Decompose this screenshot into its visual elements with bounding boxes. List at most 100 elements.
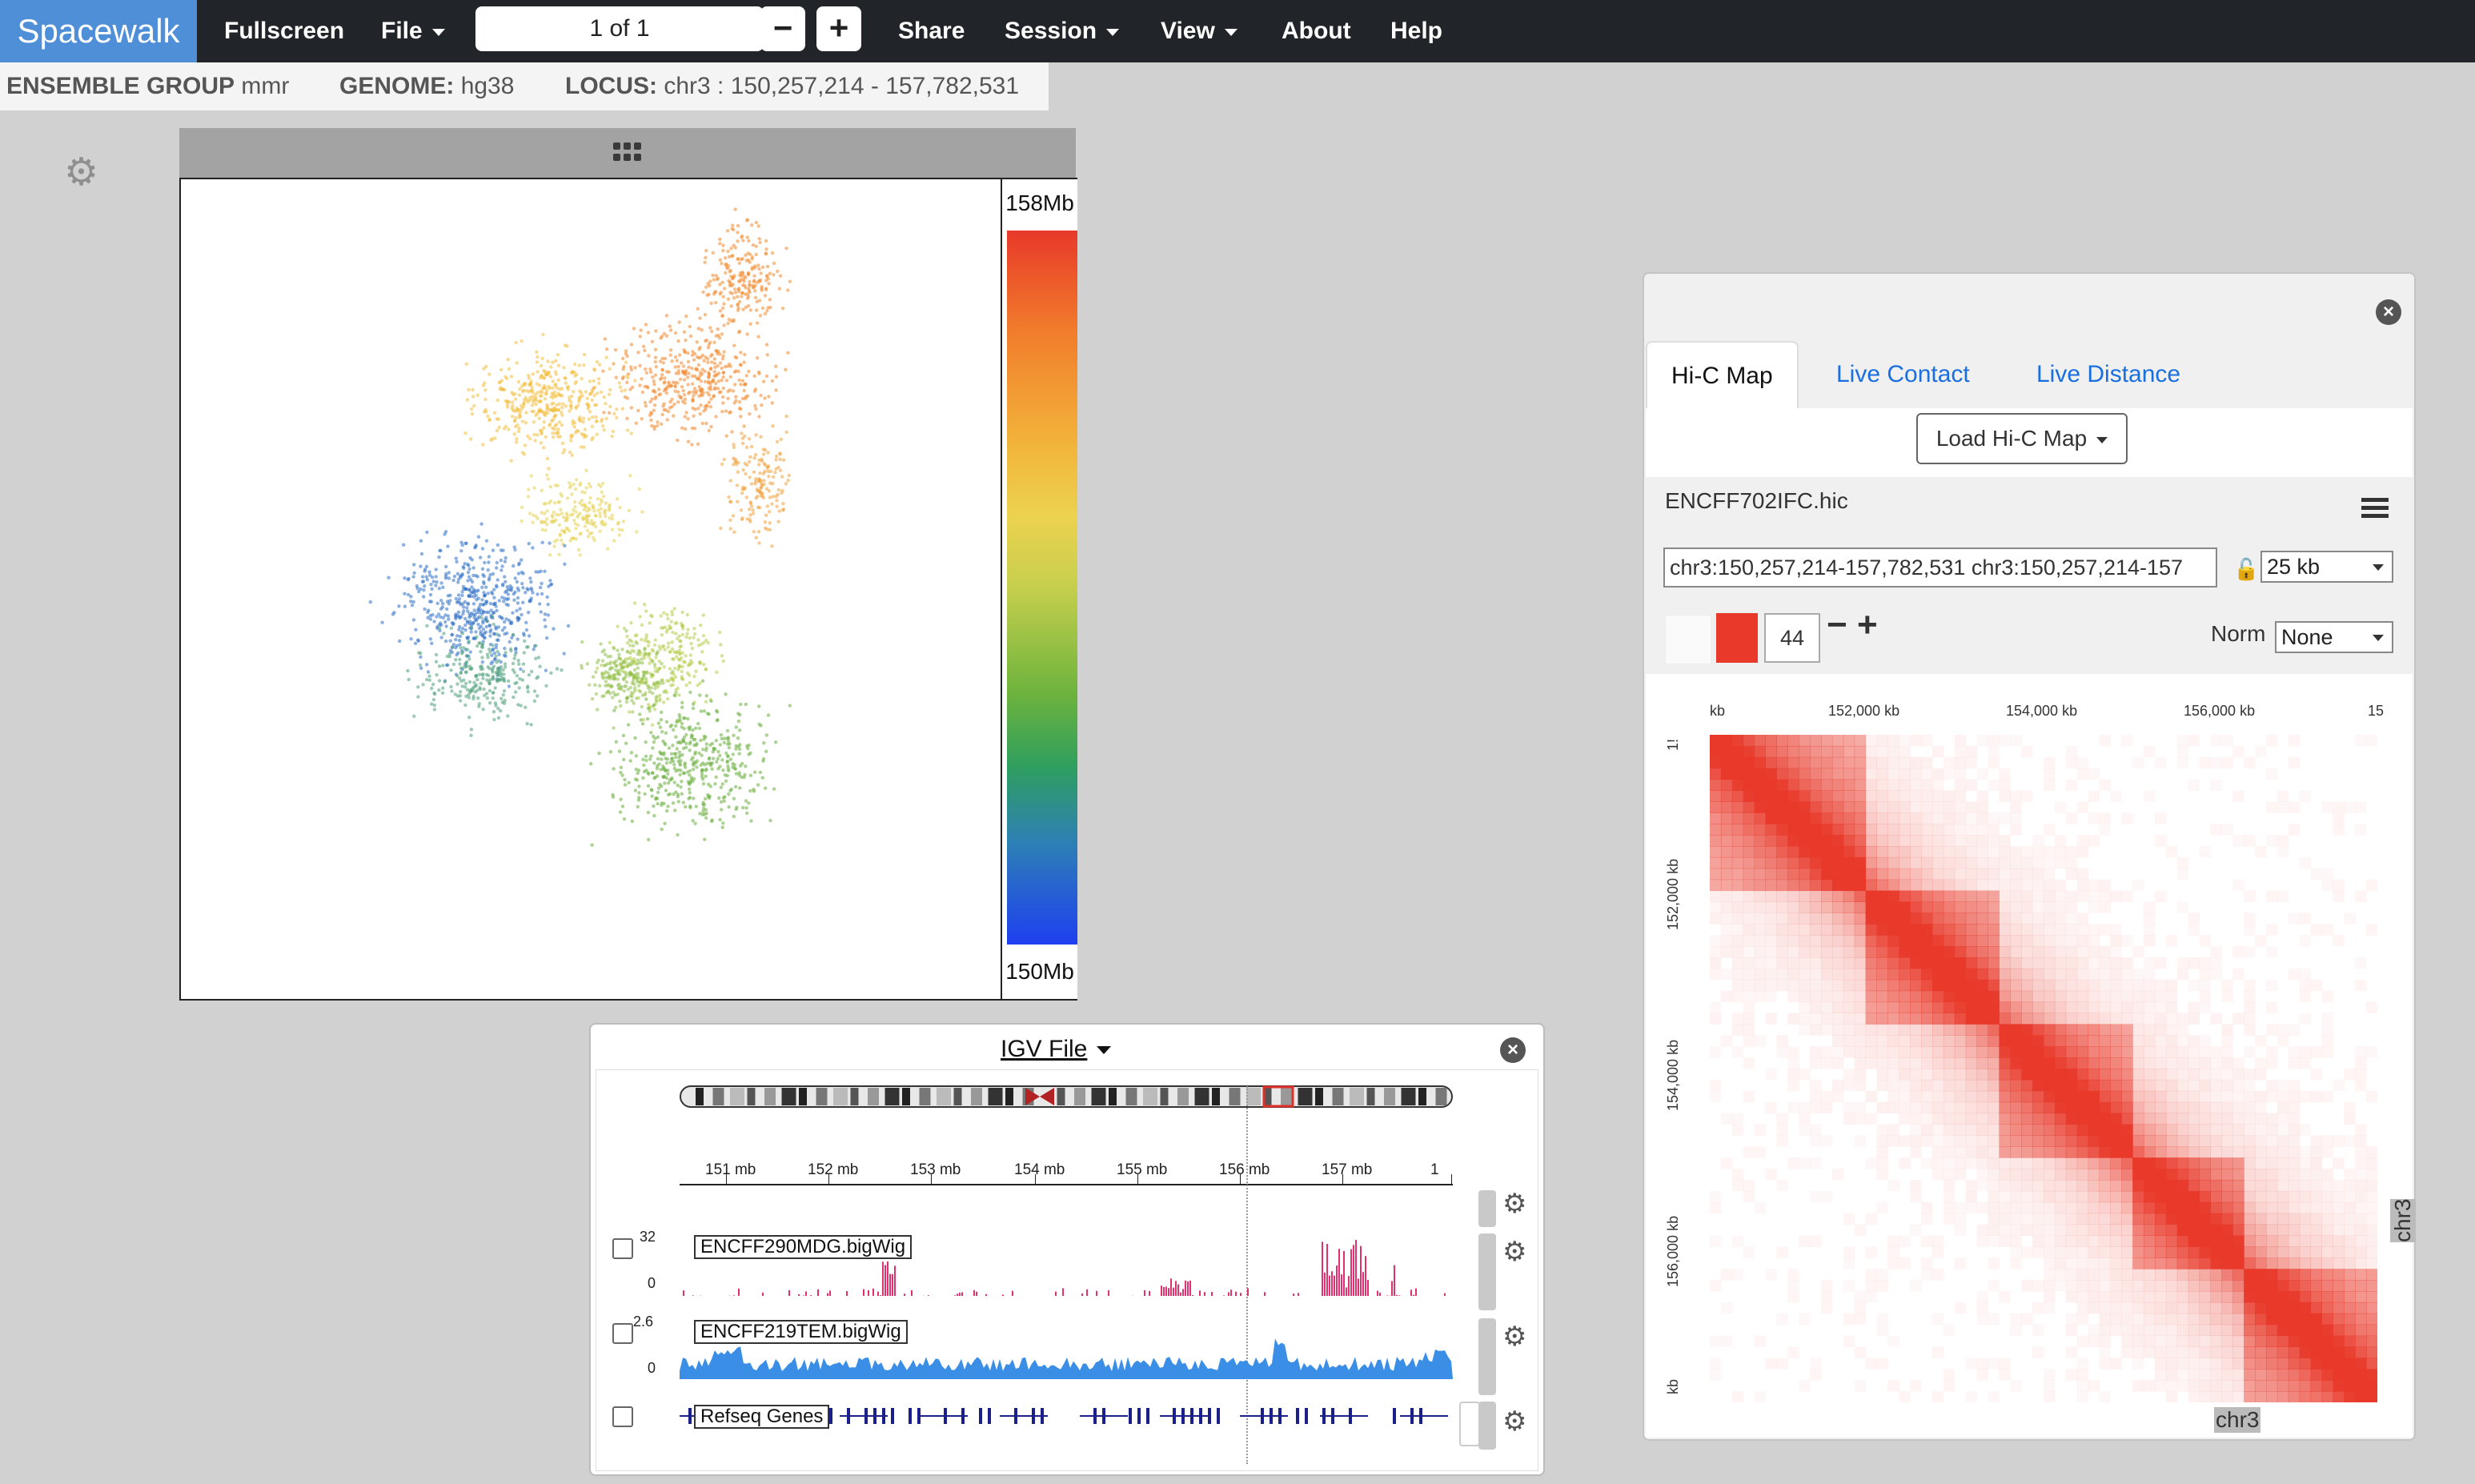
contact-cell — [2221, 735, 2233, 747]
contact-cell — [1787, 879, 1799, 892]
contact-cell — [1831, 1035, 1844, 1047]
brand-logo[interactable]: Spacewalk — [0, 0, 197, 62]
ruler-label: 152 mb — [808, 1161, 859, 1178]
cloud-point — [768, 469, 773, 473]
background-color-swatch[interactable] — [1665, 615, 1711, 664]
cloud-point — [764, 287, 768, 291]
gear-icon[interactable]: ⚙ — [1502, 1406, 1527, 1437]
gear-icon[interactable]: ⚙ — [1502, 1189, 1527, 1219]
contact-cell — [1821, 824, 1833, 836]
session-menu[interactable]: Session — [1005, 0, 1120, 62]
contact-cell — [1899, 745, 1911, 758]
contact-cell — [1899, 868, 1911, 880]
plus-button[interactable]: + — [1857, 605, 1878, 644]
tab-live-contact[interactable]: Live Contact — [1836, 361, 1970, 387]
share-button[interactable]: Share — [898, 18, 965, 44]
cloud-point — [708, 387, 712, 391]
track-drag-handle[interactable] — [1478, 1402, 1496, 1450]
track-name[interactable]: ENCFF290MDG.bigWig — [694, 1235, 913, 1259]
track-checkbox[interactable] — [612, 1238, 633, 1259]
cloud-point — [451, 645, 455, 649]
cloud-point — [524, 628, 529, 632]
file-menu[interactable]: File — [381, 0, 445, 62]
ruler-track-handle[interactable] — [1478, 1190, 1496, 1227]
cloud-point — [523, 705, 527, 709]
track-signal[interactable] — [680, 1219, 1453, 1296]
close-icon[interactable]: × — [2376, 299, 2401, 325]
about-link[interactable]: About — [1282, 18, 1351, 44]
contact-cell — [2344, 1135, 2356, 1147]
cloud-point — [736, 302, 740, 307]
cloud-point — [778, 457, 782, 461]
contact-cell — [1899, 812, 1911, 824]
hic-contact-map[interactable] — [1710, 735, 2377, 1402]
tab-hic-map[interactable]: Hi-C Map — [1646, 341, 1799, 411]
ensemble-pager-input[interactable]: 1 of 1 — [475, 6, 764, 51]
cloud-point — [649, 731, 653, 735]
track-drag-handle[interactable] — [1478, 1233, 1496, 1310]
contact-cell — [2355, 801, 2367, 813]
cloud-point — [573, 522, 577, 526]
close-icon[interactable]: × — [1500, 1037, 1526, 1063]
cloud-point — [598, 503, 602, 507]
gear-icon[interactable]: ⚙ — [64, 151, 99, 194]
cloud-point — [640, 377, 644, 381]
3d-structure-viewer[interactable]: 158Mb 150Mb — [179, 178, 1077, 1001]
gear-icon[interactable]: ⚙ — [1502, 1322, 1527, 1352]
cloud-point — [693, 821, 697, 825]
lock-icon[interactable]: 🔓 — [2233, 557, 2260, 581]
minus-button[interactable]: − — [1827, 605, 1847, 644]
cloud-point — [676, 371, 681, 375]
contact-cell — [2176, 1146, 2189, 1158]
cloud-point — [648, 757, 652, 761]
contact-cell — [2355, 1079, 2367, 1092]
cloud-point — [453, 692, 457, 696]
contact-cell — [1710, 790, 1722, 802]
cloud-point — [578, 483, 582, 487]
track-drag-handle[interactable] — [1478, 1318, 1496, 1395]
locus-input[interactable]: chr3:150,257,214-157,782,531 chr3:150,25… — [1663, 547, 2217, 588]
contact-color-swatch[interactable] — [1716, 613, 1758, 663]
cloud-point — [722, 740, 726, 744]
cloud-point — [665, 418, 669, 422]
contact-cell — [1710, 779, 1722, 791]
track-name[interactable]: ENCFF219TEM.bigWig — [694, 1320, 908, 1344]
cloud-point — [499, 367, 503, 372]
cloud-point — [692, 394, 696, 398]
chromosome-ideogram[interactable] — [680, 1085, 1453, 1109]
load-hic-map-button[interactable]: Load Hi-C Map — [1916, 413, 2128, 464]
previous-button[interactable]: − — [760, 6, 805, 51]
ruler-label: 155 mb — [1117, 1161, 1168, 1178]
tab-live-distance[interactable]: Live Distance — [2036, 361, 2181, 387]
track-signal[interactable] — [680, 1302, 1453, 1379]
track-name[interactable]: Refseq Genes — [694, 1405, 830, 1429]
resolution-select[interactable]: 25 kb — [2260, 551, 2393, 583]
help-link[interactable]: Help — [1390, 18, 1443, 44]
cloud-point — [674, 752, 678, 756]
track-checkbox[interactable] — [612, 1406, 633, 1427]
point-cloud[interactable] — [181, 179, 1001, 999]
color-range-input[interactable]: 44 — [1764, 613, 1820, 663]
cloud-point — [476, 622, 480, 627]
cloud-point — [653, 373, 658, 377]
contact-cell — [2321, 868, 2333, 880]
contact-cell — [2032, 946, 2044, 958]
menu-icon[interactable] — [2361, 498, 2389, 519]
gear-icon[interactable]: ⚙ — [1502, 1237, 1527, 1267]
contact-cell — [2199, 1046, 2211, 1058]
normalization-select[interactable]: None — [2275, 621, 2393, 653]
signal-bar — [1173, 1287, 1174, 1296]
track-checkbox[interactable] — [612, 1323, 633, 1344]
viewer-drag-handle[interactable] — [179, 128, 1076, 178]
view-menu[interactable]: View — [1161, 0, 1238, 62]
contact-cell — [1976, 1135, 1988, 1147]
cloud-point — [736, 719, 741, 724]
cloud-point — [526, 690, 530, 694]
track-drag-handle[interactable] — [1459, 1402, 1480, 1446]
igv-file-menu[interactable]: IGV File — [1001, 1036, 1112, 1063]
cloud-point — [540, 540, 544, 544]
contact-cell — [1854, 924, 1867, 936]
next-button[interactable]: + — [816, 6, 861, 51]
fullscreen-button[interactable]: Fullscreen — [224, 18, 345, 44]
cloud-point — [620, 804, 625, 808]
